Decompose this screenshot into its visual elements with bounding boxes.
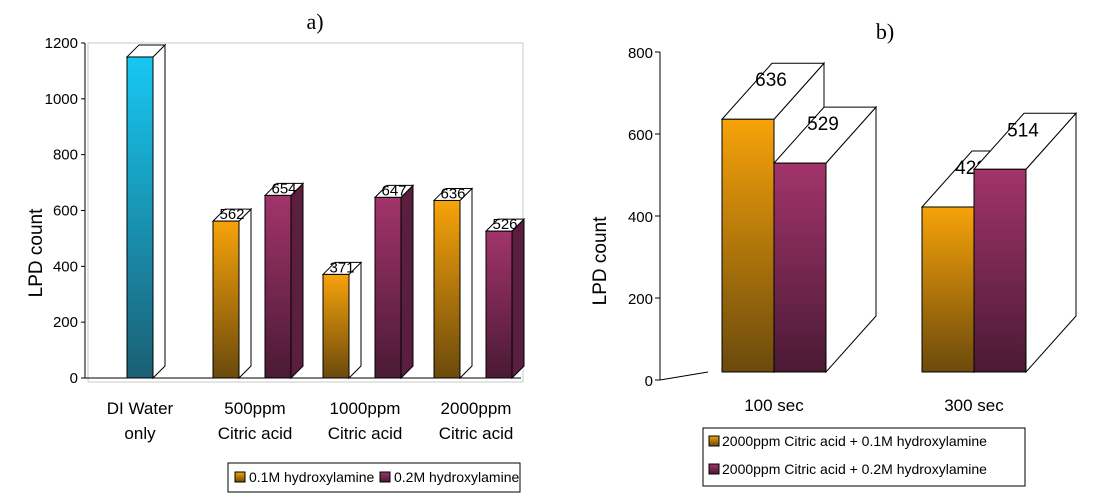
- x-categories-b: 100 sec 300 sec: [744, 396, 1004, 415]
- floor-edge: [659, 371, 709, 381]
- x-category-label: 2000ppm: [441, 399, 512, 418]
- bar-front: [921, 206, 975, 373]
- data-label: 562: [219, 206, 244, 223]
- chart-panel-a: a) LPD count 0 200 400 600 800 1000 1200 562 65…: [26, 9, 526, 493]
- y-tick-label: 400: [628, 209, 653, 226]
- bar-front: [773, 162, 827, 373]
- bar-side: [348, 261, 362, 380]
- data-label: 371: [329, 259, 354, 276]
- bar-front: [322, 273, 350, 379]
- x-category-label: only: [124, 424, 156, 443]
- bar-front: [126, 56, 154, 379]
- y-tick-label: 200: [53, 314, 78, 331]
- bar-front: [212, 220, 240, 379]
- bar-side: [152, 43, 166, 380]
- bar-side: [290, 182, 304, 380]
- bar-front: [485, 230, 513, 379]
- y-tick-label: 0: [645, 373, 653, 390]
- data-label: 654: [271, 180, 296, 197]
- y-tick-label: 600: [53, 203, 78, 220]
- bar-series2: [484, 217, 526, 380]
- y-tick-label: 800: [53, 147, 78, 164]
- legend-box: [227, 462, 521, 493]
- y-tick-label: 200: [628, 291, 653, 308]
- bar-series1: [432, 187, 474, 380]
- legend-label: 0.1M hydroxylamine: [249, 469, 374, 485]
- legend-swatch: [708, 435, 720, 447]
- bar-series2: [772, 105, 878, 374]
- legend-box: [702, 427, 1026, 487]
- plot-area-a: [87, 42, 524, 383]
- bar-series2: [972, 111, 1078, 374]
- bar-front: [973, 168, 1027, 373]
- bar-side: [400, 184, 414, 380]
- x-category-label: Citric acid: [218, 424, 293, 443]
- y-axis-b: 0 200 400 600 800: [628, 45, 661, 390]
- x-category-label: 500ppm: [224, 399, 285, 418]
- legend-swatch: [379, 471, 391, 483]
- legend-label: 0.2M hydroxylamine: [394, 469, 519, 485]
- data-label: 636: [755, 70, 787, 91]
- data-label: 514: [1007, 120, 1039, 141]
- y-tick-label: 1200: [45, 35, 78, 52]
- x-category-label: Citric acid: [328, 424, 403, 443]
- legend-a: 0.1M hydroxylamine 0.2M hydroxylamine: [227, 462, 521, 493]
- legend-label: 2000ppm Citric acid + 0.1M hydroxylamine: [722, 433, 987, 449]
- y-tick-label: 400: [53, 258, 78, 275]
- bar-side: [238, 207, 252, 380]
- y-tick-label: 0: [70, 370, 78, 387]
- x-categories-a: DI Water only 500ppm Citric acid 1000ppm Citr…: [107, 399, 514, 443]
- x-category-label: Citric acid: [439, 424, 514, 443]
- bar-side: [511, 217, 525, 380]
- x-category-label: 1000ppm: [330, 399, 401, 418]
- legend-label: 2000ppm Citric acid + 0.2M hydroxylamine: [722, 461, 987, 477]
- x-category-label: 300 sec: [944, 396, 1004, 415]
- legend-b: 2000ppm Citric acid + 0.1M hydroxylamine…: [702, 427, 1026, 487]
- y-tick-label: 800: [628, 45, 653, 62]
- y-axis-title-b: LPD count: [590, 216, 611, 305]
- y-tick-label: 600: [628, 127, 653, 144]
- bar-series1: [321, 261, 363, 380]
- bar-side: [459, 187, 473, 380]
- panel-label-a: a): [306, 9, 323, 34]
- bar-di-water: [125, 43, 167, 380]
- bar-series2: [263, 182, 305, 380]
- bar-series1: [211, 207, 253, 380]
- y-axis-a: 0 200 400 600 800 1000 1200: [45, 35, 86, 387]
- bar-front: [374, 196, 402, 379]
- legend-swatch: [234, 471, 246, 483]
- bars-a: 562 654 371 647 636 526: [85, 43, 526, 380]
- y-axis-title-a: LPD count: [26, 208, 47, 297]
- bar-series2: [373, 184, 415, 380]
- x-category-label: 100 sec: [744, 396, 804, 415]
- panel-label-b: b): [876, 19, 894, 44]
- bar-front: [721, 118, 775, 373]
- data-label: 526: [492, 216, 517, 233]
- bar-front: [433, 199, 461, 379]
- data-label: 636: [440, 185, 465, 202]
- legend-swatch: [708, 463, 720, 475]
- y-tick-label: 1000: [45, 91, 78, 108]
- data-label: 647: [381, 182, 406, 199]
- x-category-label: DI Water: [107, 399, 174, 418]
- bar-front: [264, 194, 292, 379]
- data-label: 529: [807, 114, 839, 135]
